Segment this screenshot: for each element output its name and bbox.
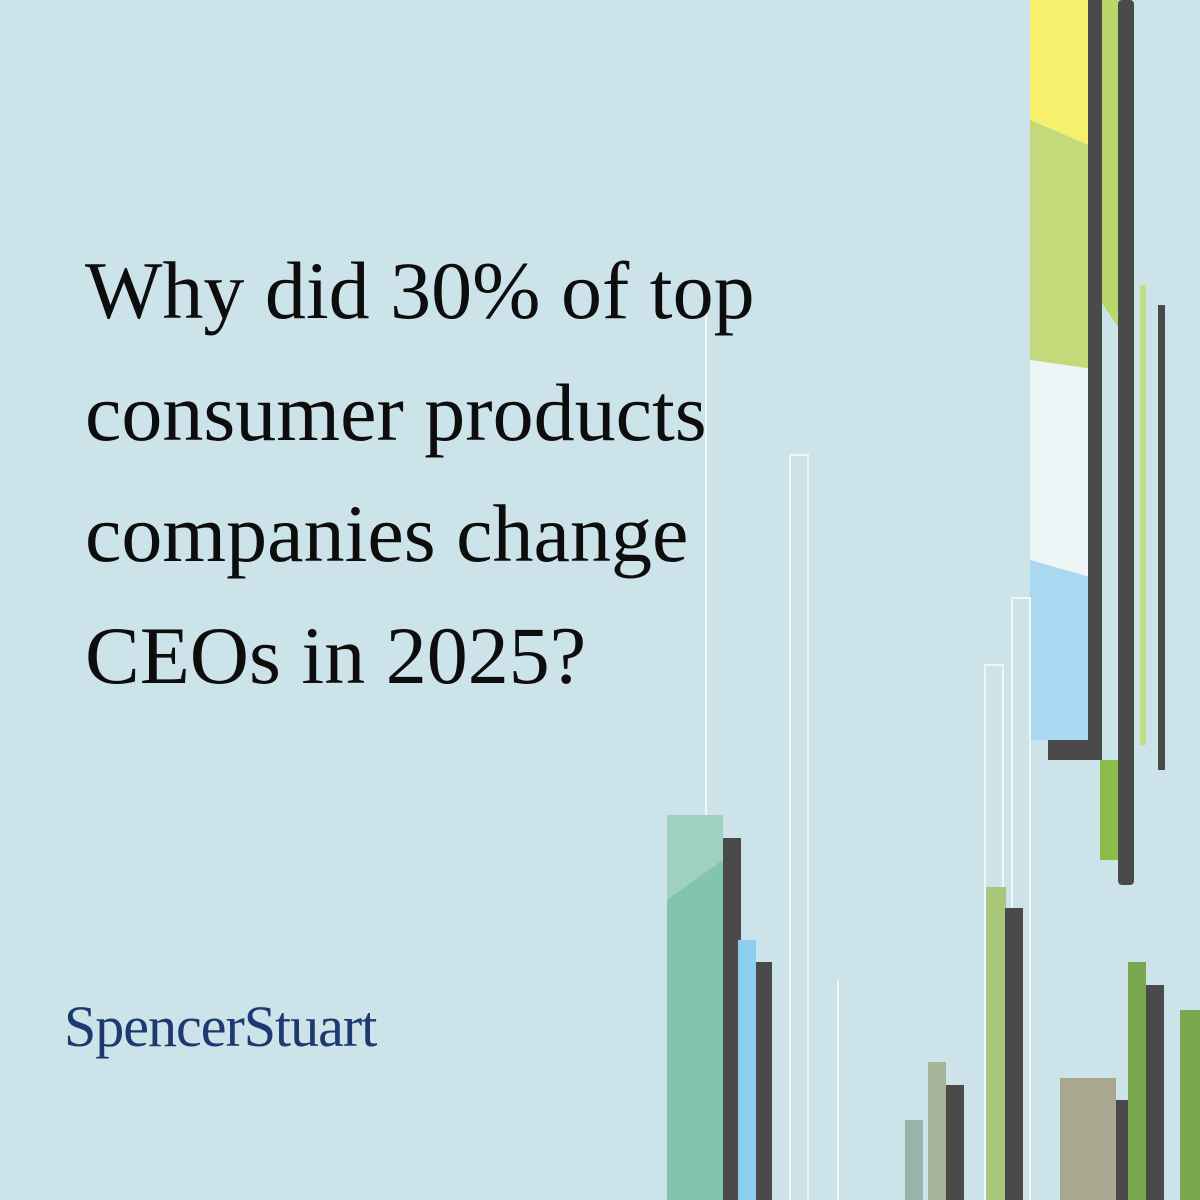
shape [1100, 760, 1118, 860]
bar [1048, 740, 1102, 760]
bar [1158, 305, 1165, 770]
bar [1146, 985, 1164, 1200]
bar [1116, 1100, 1130, 1200]
bar [1088, 0, 1102, 760]
bar [756, 962, 772, 1200]
headline-line: Why did 30% of top [85, 245, 755, 336]
bar [946, 1085, 964, 1200]
bar [738, 940, 756, 1200]
headline-line: consumer products [85, 367, 707, 458]
shape [1030, 360, 1100, 580]
shape [1030, 0, 1100, 150]
decoration [667, 0, 1200, 1200]
bar [986, 887, 1006, 1200]
shape [1030, 560, 1100, 740]
headline-line: companies change [85, 488, 688, 579]
outline [1011, 597, 1031, 1200]
outline [789, 454, 809, 1200]
bar [905, 1120, 923, 1200]
bar [928, 1062, 946, 1200]
headline-line: CEOs in 2025? [85, 610, 586, 701]
bar [723, 838, 741, 1200]
bar [1005, 908, 1023, 1200]
shape [1030, 120, 1100, 370]
bar [1128, 962, 1146, 1200]
bar [1140, 285, 1146, 745]
bar [1180, 1010, 1200, 1200]
shape [1100, 0, 1120, 330]
bar [1060, 1078, 1116, 1200]
shape [667, 860, 723, 1200]
bar [1118, 0, 1134, 885]
brand-logo: SpencerStuart [64, 994, 377, 1059]
